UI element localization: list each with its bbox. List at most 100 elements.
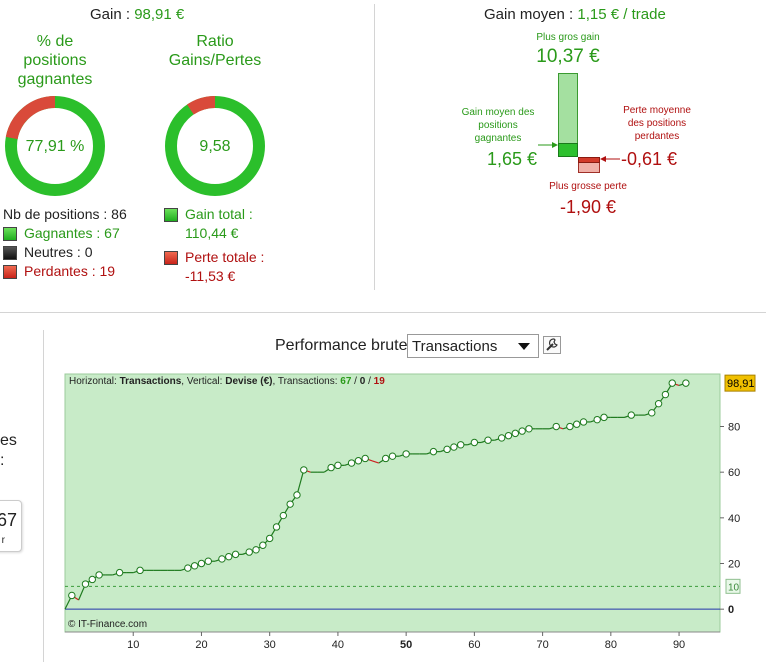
gagnantes-row: Gagnantes : 67: [24, 225, 120, 241]
trade-point: [682, 379, 690, 387]
donut1-title-l1: % de: [36, 33, 74, 50]
perdantes-value: 19: [99, 263, 116, 279]
trade-point: [334, 461, 342, 470]
bottom-left-divider: [43, 330, 44, 662]
y-tick-label: 80: [728, 422, 740, 434]
avg-gain-bar: [558, 143, 578, 157]
perdantes-label: Perdantes :: [24, 263, 96, 279]
trade-point: [231, 550, 240, 559]
perte-moyenne-desc-l3: perdantes: [634, 131, 680, 142]
plot-area: [64, 373, 721, 633]
chart-header-sep1: /: [351, 376, 360, 387]
top-divider: [374, 4, 375, 290]
trade-point: [218, 555, 226, 563]
gain-arrow-icon: [538, 142, 558, 148]
chart-header-win: 67: [340, 376, 352, 387]
chart-header-t-label: , Transactions:: [272, 376, 338, 387]
gain-segment: [296, 469, 305, 496]
donut2-title-l1: Ratio: [196, 33, 234, 50]
gain-moyen-heading: Gain moyen : 1,15 € / trade: [484, 6, 666, 23]
chart-header-v-value: Devise (€): [225, 376, 273, 387]
donut1-value: 77,91 %: [25, 138, 85, 155]
neutres-label: Neutres : 0: [24, 244, 93, 260]
gagnantes-label: Gagnantes :: [24, 225, 101, 241]
y-tick-label: 60: [728, 467, 740, 479]
donut1-hole: [18, 109, 92, 183]
gain-heading: Gain : 98,91 €: [90, 6, 184, 23]
gain-total-swatch: [164, 208, 178, 222]
x-tick-label: 20: [195, 639, 207, 651]
wrench-icon: [546, 338, 558, 351]
trade-point: [300, 466, 308, 474]
trade-point: [654, 399, 663, 408]
gagnantes-swatch: [3, 227, 17, 241]
donut2-ring-loss: [187, 96, 216, 115]
perte-totale-value: -11,53 €: [185, 268, 236, 284]
perf-mode-dropdown[interactable]: Transactions: [407, 334, 539, 358]
trade-point: [402, 450, 410, 458]
trade-point: [429, 447, 438, 456]
positions-total: Nb de positions : 86: [3, 206, 127, 222]
trade-point: [388, 452, 397, 460]
trade-point: [347, 459, 356, 467]
trade-point: [497, 434, 506, 442]
perte-moyenne-desc-l2: des positions: [627, 118, 687, 129]
donut1-ring-loss: [5, 96, 56, 140]
gain-moyen-desc-l2: positions: [478, 120, 518, 131]
y-tick-label: 40: [728, 513, 740, 525]
left-partial-text2: :: [0, 452, 5, 469]
donut1-title: % de positions gagnantes: [0, 32, 110, 89]
donut2-hole: [178, 109, 252, 183]
loss-arrow-icon: [600, 156, 620, 162]
perte-totale-swatch: [164, 251, 178, 265]
trade-point: [443, 445, 451, 454]
chart-header-neu: 0: [359, 376, 366, 387]
gain-moyen-stat-value: 1,65 €: [486, 149, 538, 169]
threshold-tag-text: 10: [728, 582, 740, 593]
plus-gros-gain-value: 10,37 €: [536, 46, 600, 67]
perte-moyenne-desc: Perte moyenne des positions perdantes: [607, 104, 707, 143]
donut2-title-l2: Gains/Pertes: [168, 52, 262, 69]
x-tick-label: 50: [400, 639, 412, 651]
plus-grosse-perte-value: -1,90 €: [559, 197, 617, 217]
trade-point: [136, 566, 144, 575]
perdantes-row: Perdantes : 19: [24, 263, 115, 279]
plus-gros-gain-label: Plus gros gain: [536, 32, 600, 43]
x-tick-label: 40: [332, 639, 344, 651]
gain-label: Gain :: [90, 6, 131, 23]
x-tick-label: 60: [468, 639, 480, 651]
trade-point: [648, 409, 656, 417]
trade-point: [627, 411, 636, 419]
left-partial-text1: es: [0, 432, 17, 449]
gain-total-value: 110,44 €: [185, 225, 239, 241]
trade-point: [457, 441, 465, 449]
trade-point: [470, 438, 479, 447]
x-tick-label: 70: [536, 639, 548, 651]
trade-point: [661, 390, 670, 399]
gain-total-label: Gain total :: [185, 206, 253, 222]
trade-point: [190, 562, 199, 570]
trade-point: [573, 420, 581, 428]
perte-totale-label: Perte totale :: [185, 249, 265, 265]
perte-moyenne-desc-l1: Perte moyenne: [623, 105, 691, 116]
plus-grosse-perte-label: Plus grosse perte: [549, 181, 627, 192]
chart-header-h-label: Horizontal:: [69, 376, 117, 387]
y-tick-label: 20: [728, 559, 740, 571]
trade-point: [95, 571, 103, 579]
trade-point: [259, 541, 267, 549]
trade-point: [225, 552, 233, 561]
trade-point: [361, 454, 369, 463]
trade-point: [450, 443, 458, 451]
trade-point: [272, 523, 281, 531]
trade-point: [518, 427, 526, 435]
chart-header-loss: 19: [373, 376, 385, 387]
donut1-title-l3: gagnantes: [17, 71, 93, 88]
section-divider: [0, 312, 766, 313]
gain-moyen-desc-l1: Gain moyen des: [461, 107, 535, 118]
settings-wrench-button[interactable]: [543, 336, 561, 354]
last-value-tag: [724, 374, 756, 392]
chart-header: Horizontal: Transactions, Vertical: Devi…: [69, 376, 385, 387]
gagnantes-value: 67: [104, 225, 120, 241]
trade-point: [511, 429, 520, 438]
trade-point: [279, 511, 288, 520]
